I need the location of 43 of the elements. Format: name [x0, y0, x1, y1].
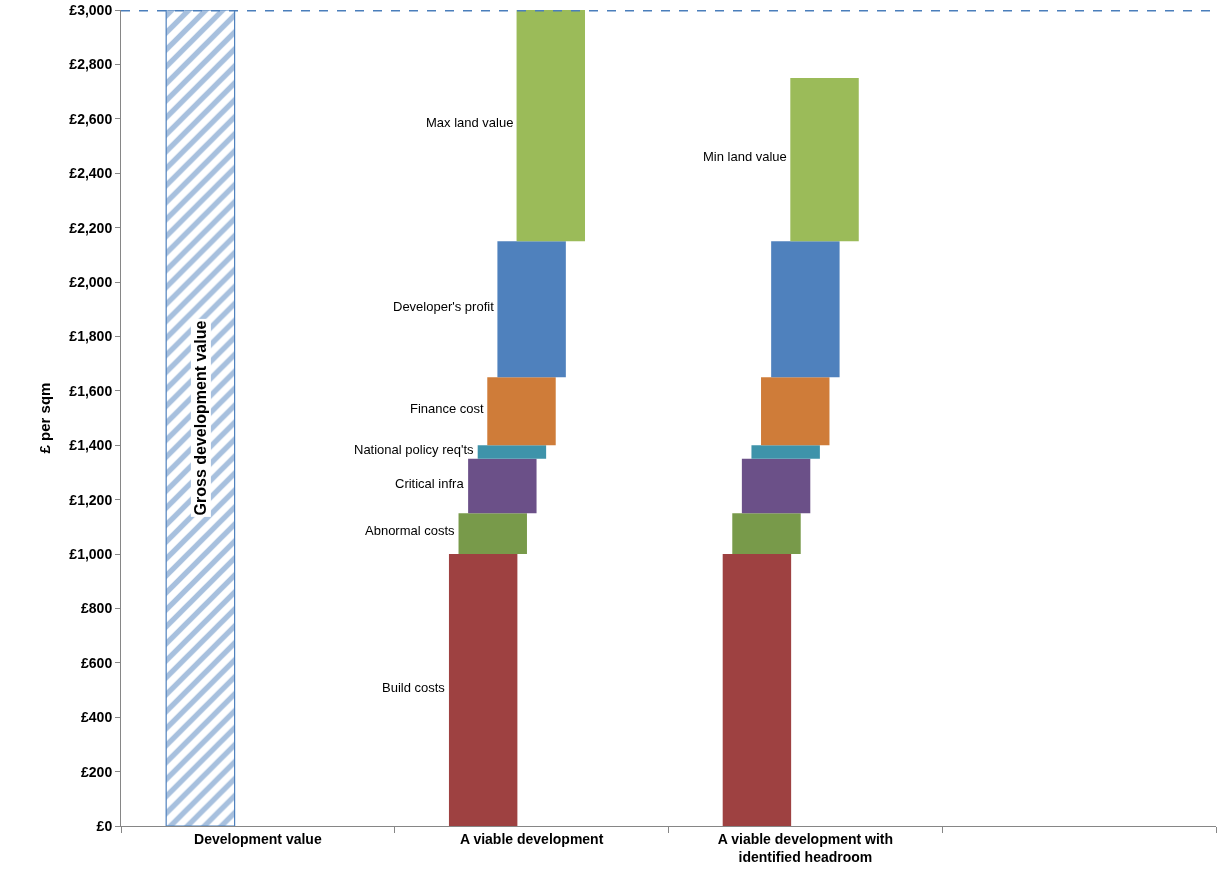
bar: [516, 10, 586, 242]
y-tick-label: £1,200: [69, 491, 113, 508]
bar: [487, 377, 556, 446]
bar: [761, 377, 830, 446]
y-tick-label: £2,400: [69, 165, 113, 182]
y-tick-label: £600: [81, 654, 113, 671]
series-label: Developer's profit: [393, 299, 495, 314]
bar: [790, 78, 859, 242]
y-tick-label: £200: [81, 763, 113, 780]
bar: [741, 458, 811, 514]
x-tick-label: A viable development with identified headroom: [717, 830, 894, 865]
bar: [497, 241, 566, 378]
y-tick-label: £2,200: [69, 219, 113, 236]
y-tick-label: £2,000: [69, 273, 113, 290]
series-label: Gross development value: [192, 320, 210, 516]
x-tick-label: Development value: [194, 830, 322, 847]
bar: [751, 445, 820, 459]
y-tick-label: £2,600: [69, 110, 113, 127]
y-tick-label: £2,800: [69, 56, 113, 73]
y-axis-title: £ per sqm: [35, 382, 53, 454]
series-label: National policy req'ts: [354, 442, 475, 457]
bar: [448, 554, 518, 826]
y-tick-label: £400: [81, 709, 113, 726]
bar: [771, 241, 840, 378]
bar: [458, 513, 527, 554]
y-tick-label: £3,000: [69, 1, 113, 18]
y-tick-label: £800: [81, 600, 113, 617]
series-label: Critical infra: [395, 476, 465, 491]
y-tick-label: £1,800: [69, 328, 113, 345]
y-tick-label: £1,600: [69, 382, 113, 399]
series-label: Abnormal costs: [365, 523, 456, 538]
y-tick-label: £1,000: [69, 545, 113, 562]
series-label: Finance cost: [410, 401, 485, 416]
y-tick-label: £0: [96, 817, 113, 834]
bar: [722, 554, 792, 826]
y-tick-label: £1,400: [69, 437, 113, 454]
series-label: Min land value: [703, 149, 787, 164]
bar: [477, 445, 547, 459]
series-label: Max land value: [426, 115, 514, 130]
series-label: Build costs: [382, 680, 446, 695]
bar: [468, 458, 537, 514]
x-tick-label: A viable development: [459, 830, 604, 847]
bar: [732, 513, 801, 554]
